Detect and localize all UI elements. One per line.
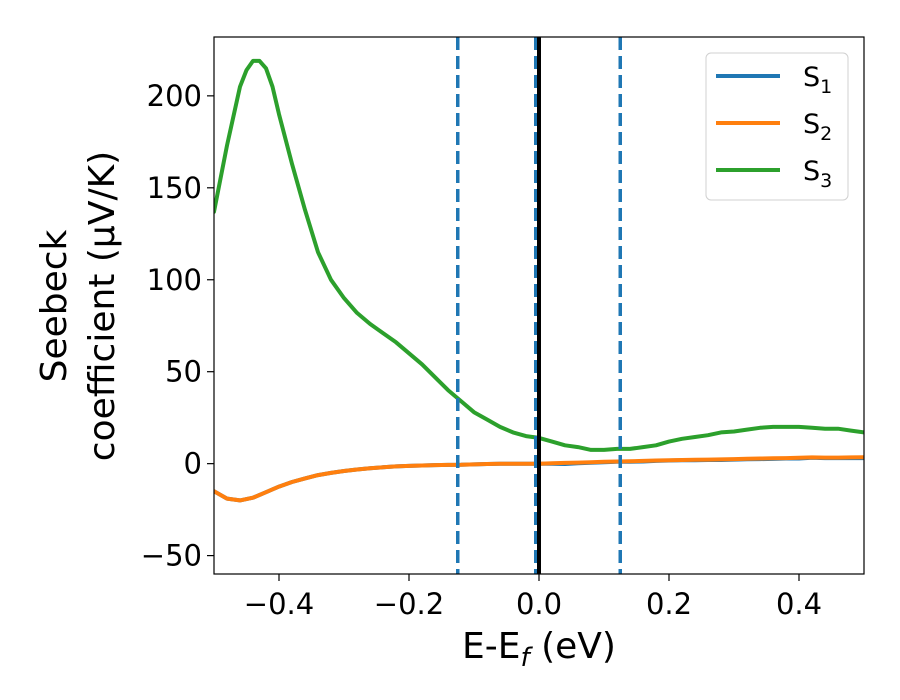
- x-tick-label: −0.4: [244, 587, 314, 621]
- y-tick-label: 100: [147, 263, 202, 297]
- x-tick-label: 0.4: [776, 587, 822, 621]
- reference-lines: [456, 37, 622, 574]
- x-axis-label: E-Ef (eV): [462, 626, 616, 673]
- x-tick-label: 0.2: [646, 587, 692, 621]
- y-axis-label-line-1: Seebeck: [34, 229, 75, 382]
- x-tick-label: 0.0: [516, 587, 562, 621]
- y-tick-label: 200: [147, 79, 202, 113]
- legend-label-3: S3: [803, 156, 832, 192]
- x-tick-label: −0.2: [374, 587, 444, 621]
- x-axis-ticks: −0.4 −0.2 0.0 0.2 0.4: [244, 574, 822, 621]
- legend-label-1: S1: [803, 62, 832, 98]
- legend-label-2: S2: [803, 109, 832, 145]
- y-axis-label: Seebeck coefficient (μV/K): [34, 151, 123, 461]
- y-axis-label-line-2: coefficient (μV/K): [82, 151, 123, 461]
- y-tick-label: 0: [184, 447, 202, 481]
- y-axis-ticks: −50 0 50 100 150 200: [141, 79, 214, 573]
- y-tick-label: 50: [165, 355, 202, 389]
- legend-frame: [705, 52, 849, 201]
- y-tick-label: 150: [147, 171, 202, 205]
- legend: S1 S2 S3: [705, 52, 849, 201]
- y-tick-label: −50: [141, 539, 202, 573]
- series-line-3: [214, 58, 864, 452]
